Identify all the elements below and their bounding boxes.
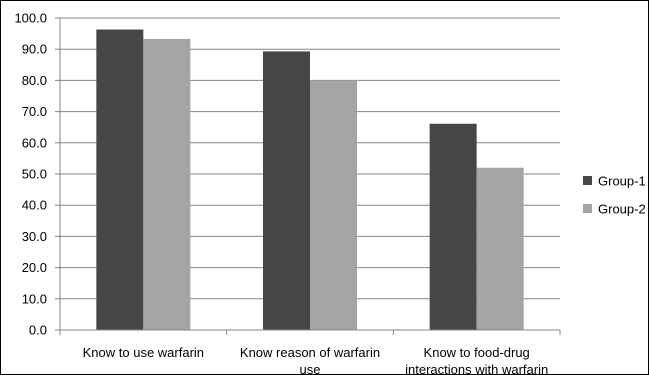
y-tick-label: 30.0	[22, 229, 47, 244]
x-axis-category-labels: Know to use warfarin Know reason of warfa…	[83, 345, 549, 375]
x-category-label: use	[300, 362, 321, 375]
y-tick-label: 100.0	[14, 11, 47, 26]
bar-group-2-2	[476, 167, 524, 330]
legend-label: Group-2	[598, 202, 646, 217]
bars	[96, 29, 524, 331]
bar-group-2-1	[310, 80, 357, 331]
bar-group-2-0	[143, 38, 191, 331]
x-category-label: interactions with warfarin	[405, 362, 548, 375]
bar-group-1-2	[429, 123, 477, 330]
y-axis-tick-labels: 0.0 10.0 20.0 30.0 40.0 50.0 60.0 70.0 80.0 90.0 1…	[14, 11, 47, 338]
x-category-label: Know reason of warfarin	[240, 345, 380, 360]
legend-swatch-group-1	[583, 176, 592, 185]
y-tick-label: 80.0	[22, 73, 47, 88]
y-tick-label: 50.0	[22, 167, 47, 182]
y-tick-label: 20.0	[22, 260, 47, 275]
bar-group-1-1	[263, 51, 310, 330]
legend-swatch-group-2	[583, 204, 592, 213]
y-tick-label: 70.0	[22, 104, 47, 119]
legend: Group-1 Group-2	[583, 174, 646, 217]
y-tick-label: 10.0	[22, 291, 47, 306]
y-tick-label: 0.0	[29, 323, 47, 338]
y-tick-label: 90.0	[22, 42, 47, 57]
y-tick-label: 40.0	[22, 198, 47, 213]
x-category-label: Know to use warfarin	[83, 345, 204, 360]
y-tick-label: 60.0	[22, 135, 47, 150]
bar-group-1-0	[96, 29, 144, 330]
legend-label: Group-1	[598, 174, 646, 189]
x-category-label: Know to food-drug	[424, 345, 530, 360]
axes	[59, 18, 561, 335]
